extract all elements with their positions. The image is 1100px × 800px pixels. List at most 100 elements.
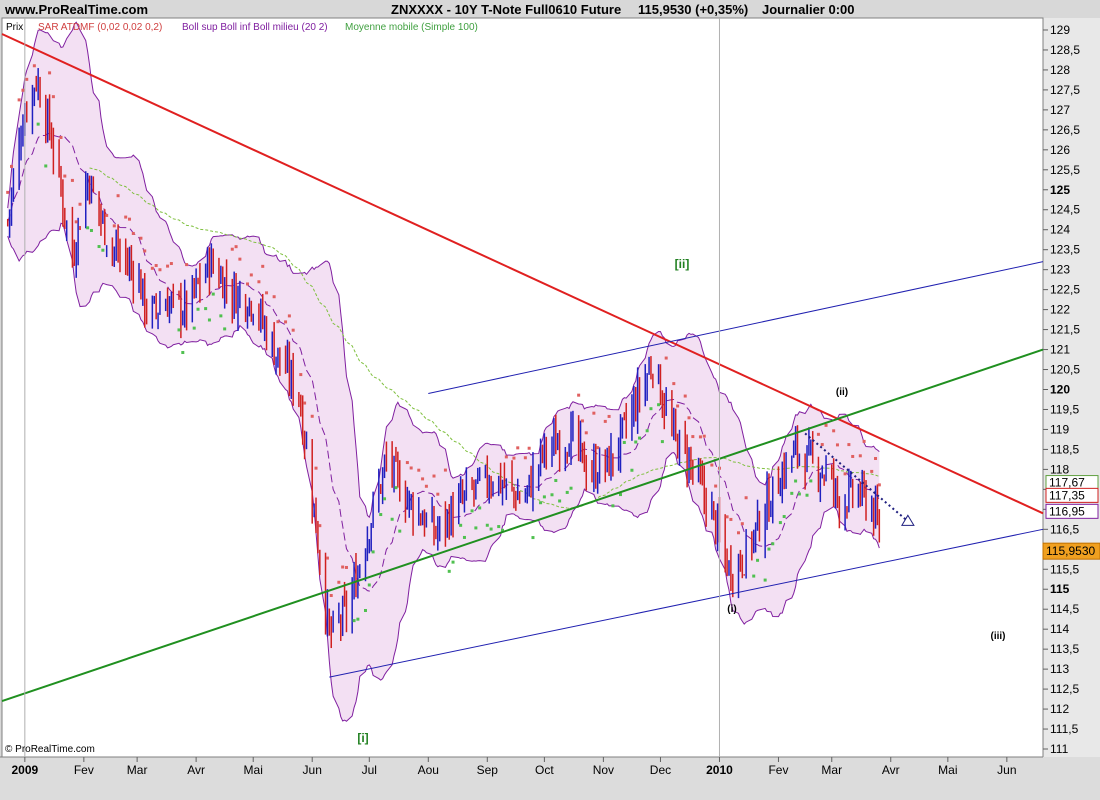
sar-dot	[874, 457, 878, 461]
x-tick-label: 2010	[706, 763, 733, 777]
sar-dot	[782, 515, 786, 519]
y-tick-label: 112,5	[1050, 682, 1079, 696]
sar-dot	[580, 419, 584, 423]
y-tick-label: 120	[1050, 382, 1070, 396]
y-tick-label: 111,5	[1050, 722, 1079, 736]
sar-dot	[25, 77, 29, 81]
sar-dot	[257, 280, 261, 284]
y-tick-label: 118	[1050, 462, 1069, 476]
sar-dot	[261, 264, 265, 268]
sar-dot	[870, 469, 874, 473]
sar-dot	[851, 454, 855, 458]
sar-dot	[710, 463, 714, 467]
sar-dot	[577, 393, 581, 397]
x-tick-label: Fev	[74, 763, 94, 777]
y-tick-label: 122	[1050, 303, 1070, 317]
sar-dot	[622, 440, 626, 444]
sar-dot	[371, 550, 375, 554]
sar-dot	[6, 190, 10, 194]
sar-dot	[497, 525, 501, 529]
ma-path	[89, 167, 880, 509]
sar-dot	[341, 565, 345, 569]
sar-dot	[542, 495, 546, 499]
x-tick-label: Nov	[593, 763, 614, 777]
y-tick-label: 114,5	[1050, 602, 1079, 616]
bollinger-upper	[7, 21, 880, 519]
sar-dot	[383, 497, 387, 501]
last-price-change: 115,9530 (+0,35%)	[638, 2, 749, 17]
sar-dot	[329, 594, 333, 598]
sar-dot	[196, 307, 200, 311]
sar-dot	[116, 194, 120, 198]
bollinger-fill	[7, 22, 880, 722]
sar-dot	[390, 517, 394, 521]
y-tick-label: 123	[1050, 263, 1070, 277]
sar-dot	[756, 558, 760, 562]
price-marker-label: 117,35	[1049, 488, 1085, 502]
sar-dot	[603, 419, 607, 423]
sar-dots	[6, 64, 881, 623]
sar-dot	[44, 164, 48, 168]
sar-dot	[48, 71, 52, 75]
last-price-label: 115,9530	[1046, 544, 1095, 558]
price-marker-label: 117,67	[1049, 476, 1085, 490]
sar-dot	[676, 404, 680, 408]
y-tick-label: 128	[1050, 63, 1070, 77]
trendline-channel-upper	[428, 261, 1044, 394]
x-tick-label: Mar	[821, 763, 842, 777]
y-tick-label: 113	[1050, 662, 1069, 676]
trendline-support	[1, 348, 1044, 703]
sar-dot	[451, 560, 455, 564]
y-tick-label: 112	[1050, 702, 1069, 716]
y-tick-label: 120,5	[1050, 363, 1080, 377]
price-marker-box	[1045, 503, 1099, 519]
sar-dot	[691, 435, 695, 439]
sar-dot	[124, 215, 128, 219]
sar-dot	[89, 228, 93, 232]
sar-dot	[379, 513, 383, 517]
sar-dot	[86, 226, 90, 230]
sar-dot	[607, 414, 611, 418]
y-tick-label: 127	[1050, 103, 1070, 117]
sar-dot	[725, 515, 729, 519]
sar-dot	[284, 320, 288, 324]
sar-dot	[10, 164, 14, 168]
sar-dot	[858, 454, 862, 458]
sar-dot	[325, 556, 329, 560]
wave-label: (ii)	[836, 387, 848, 398]
x-tick-label: Aou	[418, 763, 439, 777]
sar-dot	[645, 429, 649, 433]
sar-dot	[443, 468, 447, 472]
sar-dot	[702, 434, 706, 438]
sar-dot	[169, 262, 173, 266]
sar-dot	[558, 499, 562, 503]
sar-dot	[797, 492, 801, 496]
sar-dot	[74, 220, 78, 224]
sar-dot	[809, 479, 813, 483]
y-tick-label: 116,5	[1050, 522, 1079, 536]
sar-dot	[596, 446, 600, 450]
sar-dot	[238, 257, 242, 261]
x-tick-label: Dec	[650, 763, 671, 777]
sar-dot	[139, 236, 143, 240]
sar-dot	[128, 217, 132, 221]
sar-dot	[527, 446, 531, 450]
wave-label: [ii]	[675, 257, 690, 271]
sar-dot	[424, 484, 428, 488]
price-bars	[6, 68, 881, 649]
sar-dot	[249, 273, 253, 277]
sar-dot	[265, 291, 269, 295]
sar-dot	[660, 440, 664, 444]
x-tick-label: Sep	[477, 763, 499, 777]
sar-dot	[737, 531, 741, 535]
y-tick-label: 124,5	[1050, 203, 1080, 217]
y-tick-label: 121,5	[1050, 323, 1080, 337]
y-tick-label: 115	[1050, 582, 1070, 596]
sar-dot	[516, 446, 520, 450]
sar-dot	[394, 486, 398, 490]
y-tick-label: 115,5	[1050, 562, 1079, 576]
sar-dot	[234, 245, 238, 249]
sar-dot	[512, 456, 516, 460]
last-price-box	[1042, 542, 1100, 560]
